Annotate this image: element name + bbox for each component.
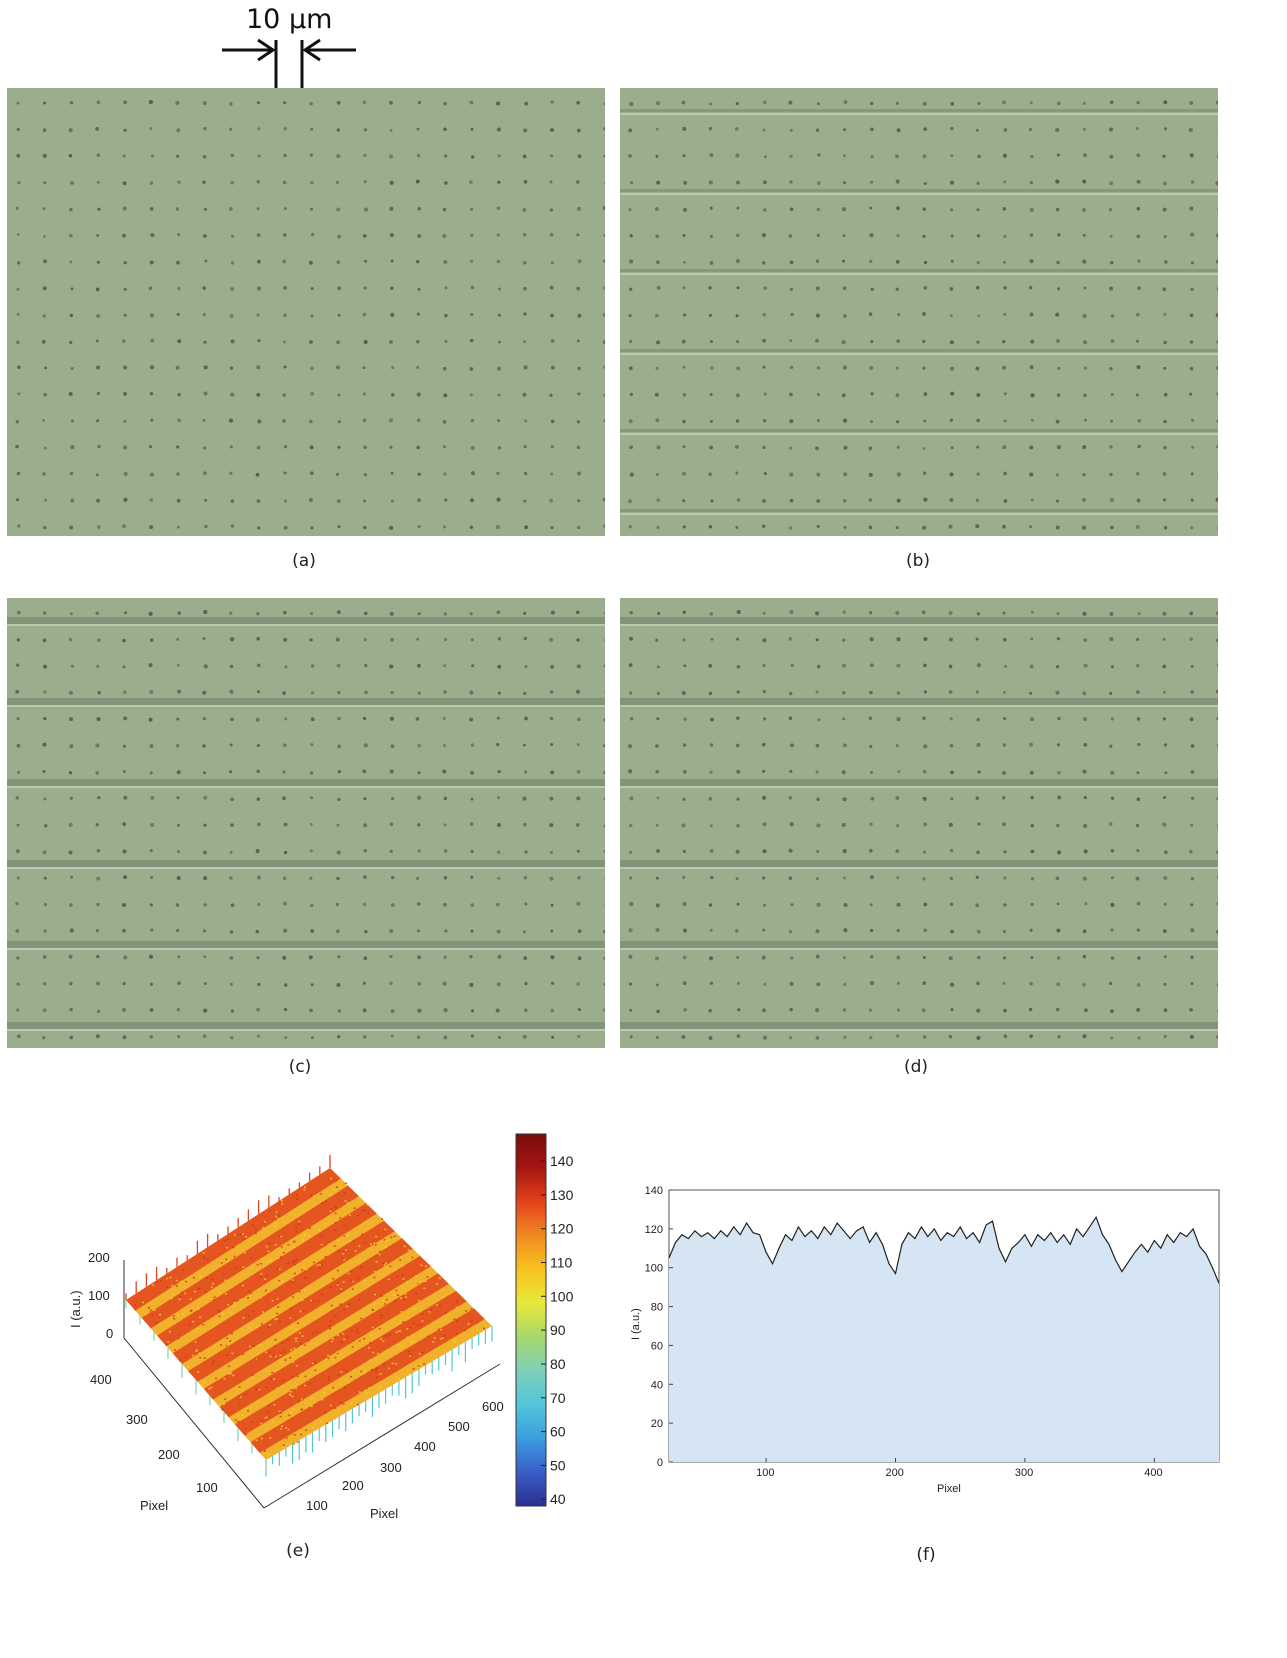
z-tick-100: 100 — [88, 1288, 110, 1303]
x-axis-label: Pixel — [370, 1506, 398, 1521]
colorbar-tick-label: 90 — [550, 1322, 566, 1338]
colorbar-tick-label: 50 — [550, 1457, 566, 1473]
micrograph-c — [7, 598, 605, 1048]
y-tick-label: 20 — [651, 1418, 663, 1430]
z-tick-200: 200 — [88, 1250, 110, 1265]
colorbar-tick-label: 110 — [550, 1255, 573, 1271]
y-tick-100: 100 — [196, 1480, 218, 1495]
x-tick-label: 400 — [1144, 1467, 1162, 1479]
micrograph-a — [7, 88, 605, 536]
x-tick-300: 300 — [380, 1460, 402, 1475]
y-tick-label: 140 — [645, 1185, 663, 1197]
profile-area — [669, 1217, 1219, 1462]
caption-f: (f) — [916, 1545, 936, 1565]
scale-bar-label: 10 µm — [246, 4, 333, 35]
x-tick-label: 200 — [886, 1467, 904, 1479]
dot-lattice — [627, 609, 1218, 1040]
y-tick-300: 300 — [126, 1412, 148, 1427]
colorbar-tick-label: 70 — [550, 1390, 566, 1406]
y-tick-200: 200 — [158, 1447, 180, 1462]
surface-stripe — [234, 1290, 467, 1436]
groove-lines — [7, 617, 605, 1031]
x-tick-100: 100 — [306, 1498, 328, 1513]
colorbar-tick-label: 80 — [550, 1356, 566, 1372]
profile-y-label: I (a.u.) — [630, 1308, 642, 1340]
surface-spikes — [125, 1154, 493, 1477]
surface-stripe — [126, 1168, 341, 1311]
micrograph-d — [620, 598, 1218, 1048]
caption-b: (b) — [905, 551, 931, 571]
dot-lattice — [15, 100, 605, 530]
colorbar-gradient — [515, 1133, 547, 1507]
colorbar-tick-label: 60 — [550, 1424, 566, 1440]
colorbar-e: 40 50 60 70 80 90 100 110 120 130 140 — [515, 1133, 574, 1507]
y-tick-label: 100 — [645, 1263, 663, 1275]
colorbar-tick-label: 40 — [550, 1491, 566, 1507]
y-tick-400: 400 — [90, 1372, 112, 1387]
dot-lattice — [15, 610, 605, 1040]
x-tick-label: 300 — [1015, 1467, 1033, 1479]
groove-lines — [620, 617, 1218, 1031]
surface-stripe — [157, 1203, 377, 1347]
surface-speckle — [134, 1177, 485, 1455]
surface-plot-e: 200 100 0 400 300 200 100 100 200 300 40… — [68, 1154, 504, 1521]
z-axis-label: I (a.u.) — [68, 1290, 83, 1328]
x-tick-500: 500 — [448, 1419, 470, 1434]
profile-plot-f: 100 200 300 400 0 20 40 60 80 100 120 140 Pixel I (… — [630, 1185, 1220, 1495]
y-tick-label: 60 — [651, 1340, 663, 1352]
y-tick-label: 40 — [651, 1379, 663, 1391]
colorbar-tick-label: 140 — [550, 1153, 574, 1169]
colorbar-tick-label: 100 — [550, 1288, 574, 1304]
profile-x-label: Pixel — [937, 1483, 961, 1495]
x-tick-200: 200 — [342, 1478, 364, 1493]
micrograph-b — [620, 88, 1218, 536]
dot-lattice — [628, 100, 1218, 530]
y-tick-label: 120 — [645, 1224, 663, 1236]
surface-stripe — [141, 1185, 359, 1329]
surface-stripe — [172, 1220, 395, 1364]
groove-lines — [620, 109, 1218, 515]
x-tick-400: 400 — [414, 1439, 436, 1454]
colorbar-tick-label: 130 — [550, 1187, 574, 1203]
surface-stripe — [250, 1308, 485, 1453]
z-tick-0: 0 — [106, 1326, 113, 1341]
y-tick-label: 80 — [651, 1302, 663, 1314]
caption-d: (d) — [903, 1057, 929, 1077]
surface-stripe — [219, 1273, 449, 1418]
x-tick-label: 100 — [756, 1467, 774, 1479]
surface-stripe — [203, 1255, 431, 1400]
surface-stripe — [188, 1238, 413, 1382]
profile-line — [668, 1215, 1220, 1284]
caption-c: (c) — [288, 1057, 312, 1077]
y-tick-label: 0 — [657, 1457, 663, 1469]
x-tick-600: 600 — [482, 1399, 504, 1414]
y-axis-label: Pixel — [140, 1498, 168, 1513]
colorbar-tick-label: 120 — [550, 1221, 574, 1237]
caption-a: (a) — [292, 551, 316, 571]
caption-e: (e) — [286, 1541, 310, 1561]
